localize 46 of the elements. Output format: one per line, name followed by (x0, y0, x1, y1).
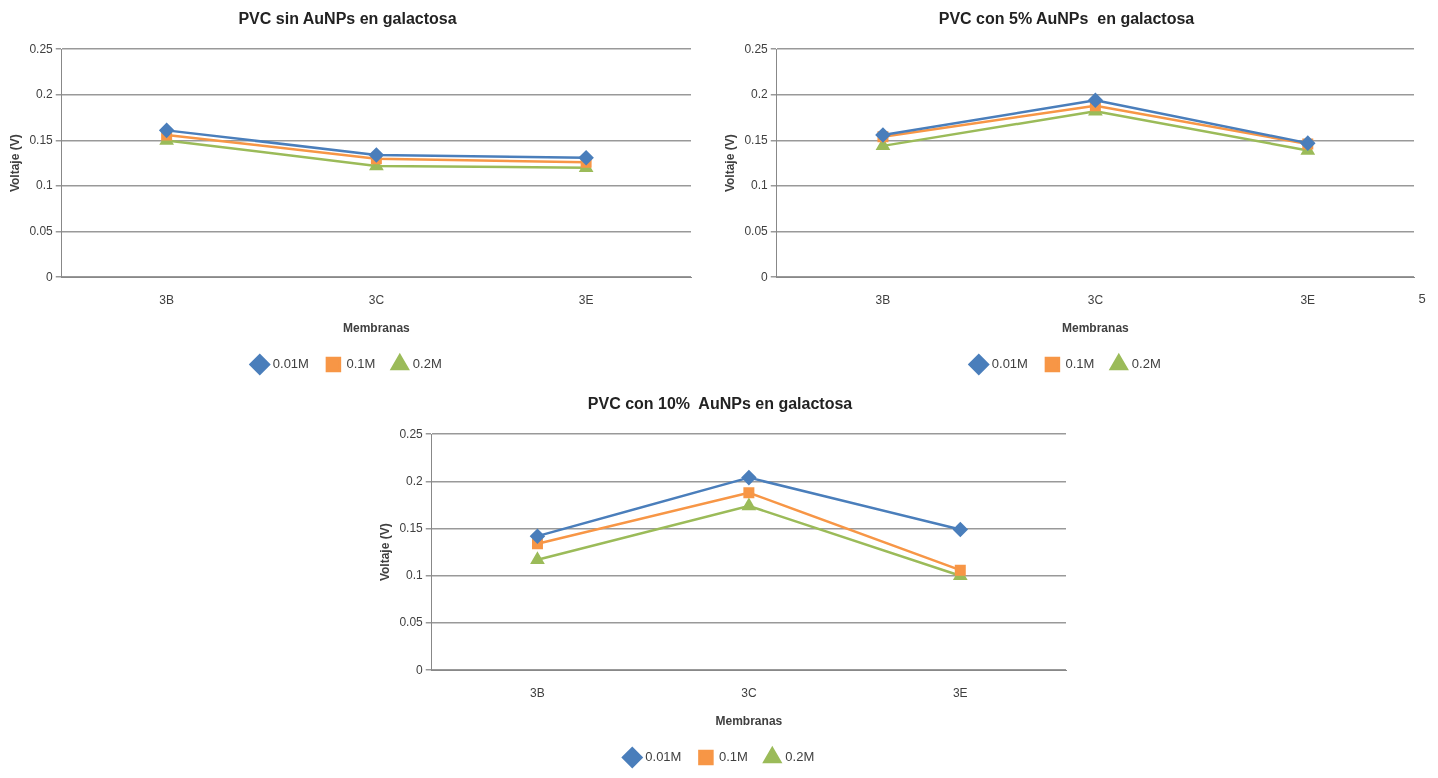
y-tick-label: 0.2 (751, 87, 769, 102)
y-tick-label: 0.25 (744, 41, 769, 56)
chart-title: PVC con 5% AuNPs en galactosa (938, 10, 1195, 28)
y-tick-label: 0 (46, 269, 54, 284)
legend-label: 0.01M (645, 749, 682, 765)
y-tick-label: 0.2 (36, 87, 54, 102)
y-tick-label: 0.15 (744, 132, 769, 147)
y-axis-title: Voltaje (V) (377, 523, 392, 582)
x-tick-label: 3B (159, 292, 174, 307)
x-tick-label: 3E (1300, 292, 1316, 307)
y-tick-label: 0.05 (399, 615, 424, 630)
y-tick-label: 0.1 (406, 568, 424, 583)
y-axis-title: Voltaje (V) (7, 134, 22, 193)
legend-label: 0.1M (718, 749, 748, 765)
y-tick-label: 0.05 (744, 223, 769, 238)
legend-label: 0.2M (1131, 356, 1161, 372)
y-tick-label: 0 (761, 269, 769, 284)
y-tick-label: 0.2 (406, 473, 424, 488)
text: 5 (1418, 291, 1426, 307)
y-tick-label: 0.25 (29, 41, 54, 56)
y-tick-label: 0.15 (29, 132, 54, 147)
chart-title: PVC sin AuNPs en galactosa (238, 10, 457, 28)
x-axis-title: Membranas (715, 714, 783, 729)
x-tick-label: 3C (741, 685, 757, 700)
legend-label: 0.01M (272, 356, 309, 372)
y-tick-label: 0.1 (751, 178, 769, 193)
y-axis-title: Voltaje (V) (722, 134, 737, 193)
y-tick-label: 0 (416, 662, 424, 677)
x-tick-label: 3B (875, 292, 891, 307)
legend-label: 0.2M (785, 749, 815, 765)
y-tick-label: 0.15 (399, 520, 424, 535)
legend-label: 0.1M (346, 356, 376, 372)
x-axis-title: Membranas (1062, 321, 1130, 336)
x-axis-title: Membranas (343, 321, 411, 336)
legend-label: 0.01M (991, 356, 1028, 372)
x-tick-label: 3C (368, 292, 385, 307)
y-tick-label: 0.1 (36, 178, 54, 193)
x-tick-label: 3E (578, 292, 594, 307)
chart-title: PVC con 10% AuNPs en galactosa (587, 395, 853, 413)
y-tick-label: 0.25 (399, 426, 424, 441)
x-tick-label: 3E (952, 685, 968, 700)
x-tick-label: 3C (1087, 292, 1104, 307)
legend-label: 0.1M (1065, 356, 1095, 372)
y-tick-label: 0.05 (29, 223, 54, 238)
legend-label: 0.2M (412, 356, 442, 372)
x-tick-label: 3B (530, 685, 545, 700)
